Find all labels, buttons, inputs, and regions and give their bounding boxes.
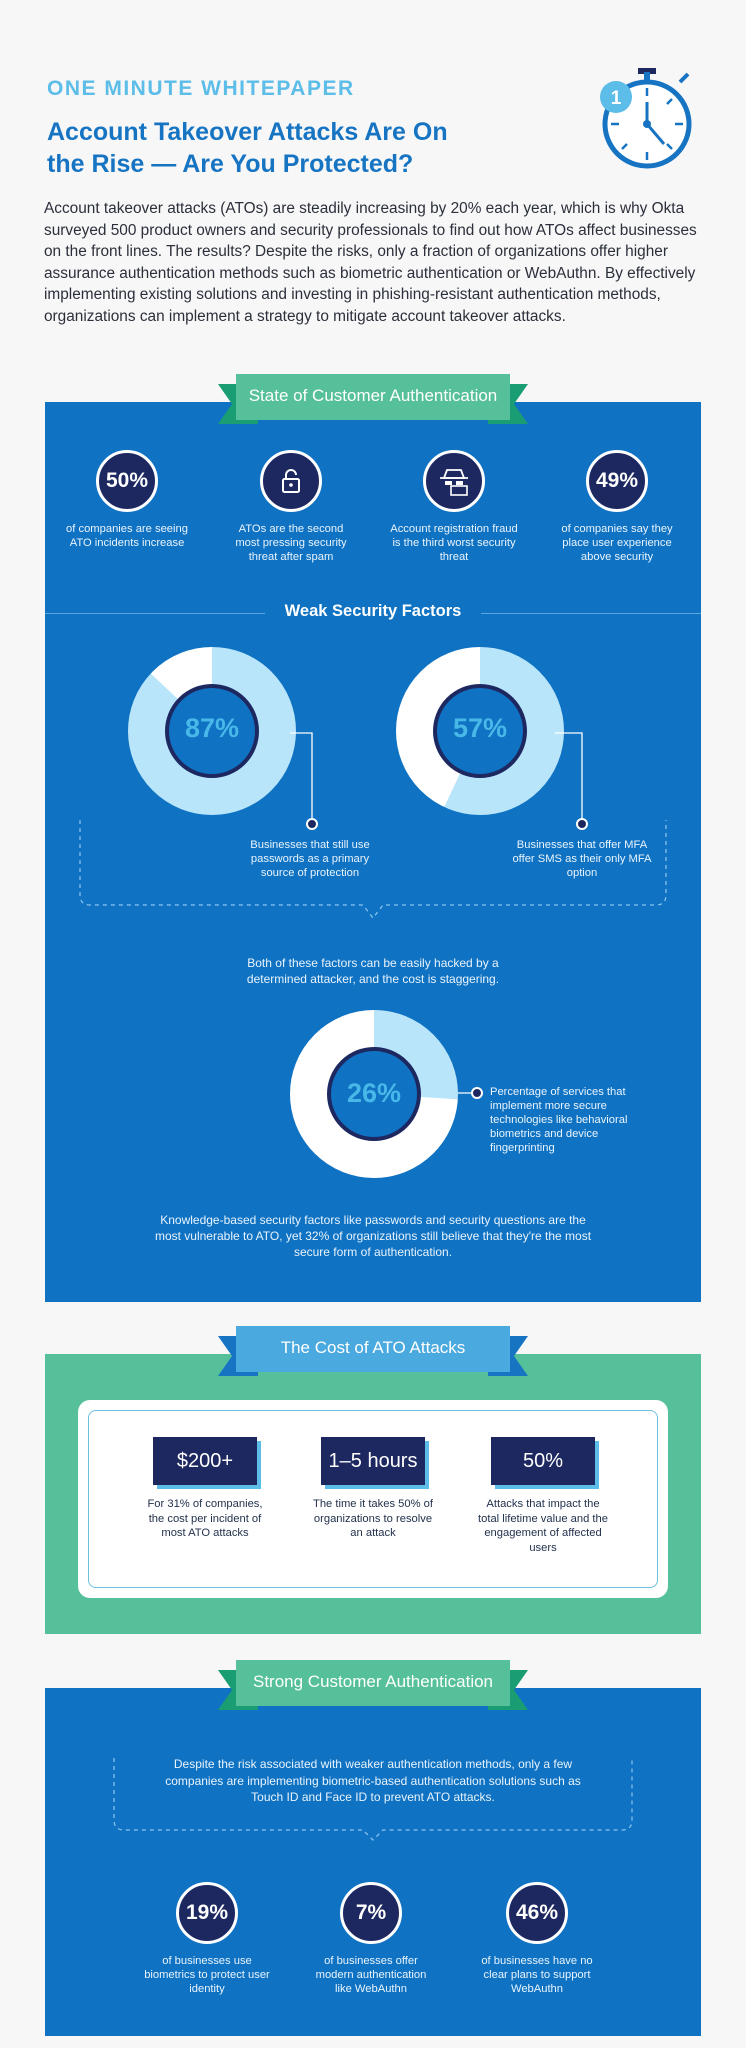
- donut-sms-outline: [394, 645, 566, 817]
- strong-stat-value: 7%: [340, 1882, 402, 1944]
- donut-secure-tech-hole: [327, 1047, 421, 1141]
- cost-card: [78, 1400, 668, 1598]
- stat-item: 49% of companies say they place user exp…: [552, 450, 682, 564]
- strong-stat: 7% of businesses offer modern authentica…: [306, 1882, 436, 1996]
- cost-value: $200+: [153, 1437, 257, 1485]
- stat-text: ATOs are the second most pressing securi…: [235, 523, 347, 563]
- donut-secure-tech-fill: [373, 1009, 459, 1100]
- donut-value-secure-tech: 26%: [346, 1078, 402, 1108]
- stat-item: 50% of companies are seeing ATO incident…: [62, 450, 192, 550]
- donut-passwords-fill: [127, 646, 297, 816]
- ribbon-customer-auth: State of Customer Authentication: [218, 374, 528, 424]
- connector-passwords: [290, 732, 313, 824]
- page-title: Account Takeover Attacks Are On the Rise…: [47, 116, 517, 180]
- cost-text: For 31% of companies, the cost per incid…: [147, 1498, 263, 1539]
- connector-sms: [555, 732, 583, 824]
- ribbon-strong-auth: Strong Customer Authentication: [218, 1660, 528, 1710]
- donut-passwords-hole: [165, 684, 259, 778]
- stat-item: Account registration fraud is the third …: [389, 450, 519, 564]
- divider: [45, 613, 265, 614]
- donut-value-passwords: 87%: [184, 713, 240, 743]
- strong-auth-intro: Despite the risk associated with weaker …: [165, 1757, 581, 1804]
- cost-value: 50%: [491, 1437, 595, 1485]
- lock-icon: [260, 450, 322, 512]
- strong-stat-text: of businesses use biometrics to protect …: [144, 1955, 270, 1995]
- stat-value: 50%: [96, 450, 158, 512]
- strong-stat-text: of businesses have no clear plans to sup…: [481, 1955, 593, 1995]
- dashed-bracket-weak: [79, 820, 667, 919]
- kicker: ONE MINUTE WHITEPAPER: [47, 77, 355, 100]
- ribbon-label: The Cost of ATO Attacks: [236, 1326, 510, 1372]
- stat-value: 49%: [586, 450, 648, 512]
- stat-text: of companies say they place user experie…: [561, 523, 673, 563]
- strong-stat-value: 19%: [176, 1882, 238, 1944]
- donut-caption-passwords: Businesses that still use passwords as a…: [250, 839, 370, 879]
- strong-stat: 46% of businesses have no clear plans to…: [472, 1882, 602, 1996]
- donut-passwords-outline: [126, 645, 298, 817]
- stopwatch-icon: 1: [592, 64, 702, 179]
- cost-item: $200+ For 31% of companies, the cost per…: [140, 1437, 270, 1541]
- cost-card-inner-border: [88, 1410, 658, 1588]
- stat-text: of companies are seeing ATO incidents in…: [66, 523, 188, 549]
- dashed-bracket: [113, 1758, 633, 1841]
- knowledge-factors-text: Knowledge-based security factors like pa…: [154, 1213, 592, 1259]
- hacker-icon: [423, 450, 485, 512]
- donut-sms-hole: [433, 684, 527, 778]
- cost-item: 50% Attacks that impact the total lifeti…: [478, 1437, 608, 1555]
- ribbon-cost: The Cost of ATO Attacks: [218, 1326, 528, 1376]
- donut-caption-secure-tech: Percentage of services that implement mo…: [490, 1086, 628, 1154]
- factors-summary: Both of these factors can be easily hack…: [246, 956, 500, 986]
- intro-paragraph: Account takeover attacks (ATOs) are stea…: [44, 200, 697, 325]
- title-line-1: Account Takeover Attacks Are On: [47, 118, 448, 146]
- strong-auth-panel: [45, 1688, 701, 2036]
- connector-dot-secure-tech: [471, 1087, 483, 1099]
- donut-secure-tech-outline: [288, 1008, 460, 1180]
- cost-text: The time it takes 50% of organizations t…: [312, 1498, 433, 1539]
- strong-stat-value: 46%: [506, 1882, 568, 1944]
- stat-item: ATOs are the second most pressing securi…: [226, 450, 356, 564]
- stat-text: Account registration fraud is the third …: [390, 523, 518, 563]
- divider: [481, 613, 701, 614]
- donut-value-sms: 57%: [452, 713, 508, 743]
- stopwatch-number: 1: [611, 88, 622, 109]
- ribbon-label: State of Customer Authentication: [236, 374, 510, 420]
- connector-dot-sms: [576, 818, 588, 830]
- ribbon-label: Strong Customer Authentication: [236, 1660, 510, 1706]
- connector-dot-passwords: [306, 818, 318, 830]
- cost-text: Attacks that impact the total lifetime v…: [478, 1498, 608, 1554]
- cost-value: 1–5 hours: [321, 1437, 425, 1485]
- strong-stat: 19% of businesses use biometrics to prot…: [142, 1882, 272, 1996]
- weak-factors-heading: Weak Security Factors: [284, 602, 462, 620]
- donut-caption-sms: Businesses that offer MFA offer SMS as t…: [512, 839, 652, 879]
- cost-item: 1–5 hours The time it takes 50% of organ…: [308, 1437, 438, 1541]
- strong-stat-text: of businesses offer modern authenticatio…: [315, 1955, 427, 1995]
- title-line-2: the Rise — Are You Protected?: [47, 150, 414, 178]
- donut-sms-fill: [443, 646, 565, 816]
